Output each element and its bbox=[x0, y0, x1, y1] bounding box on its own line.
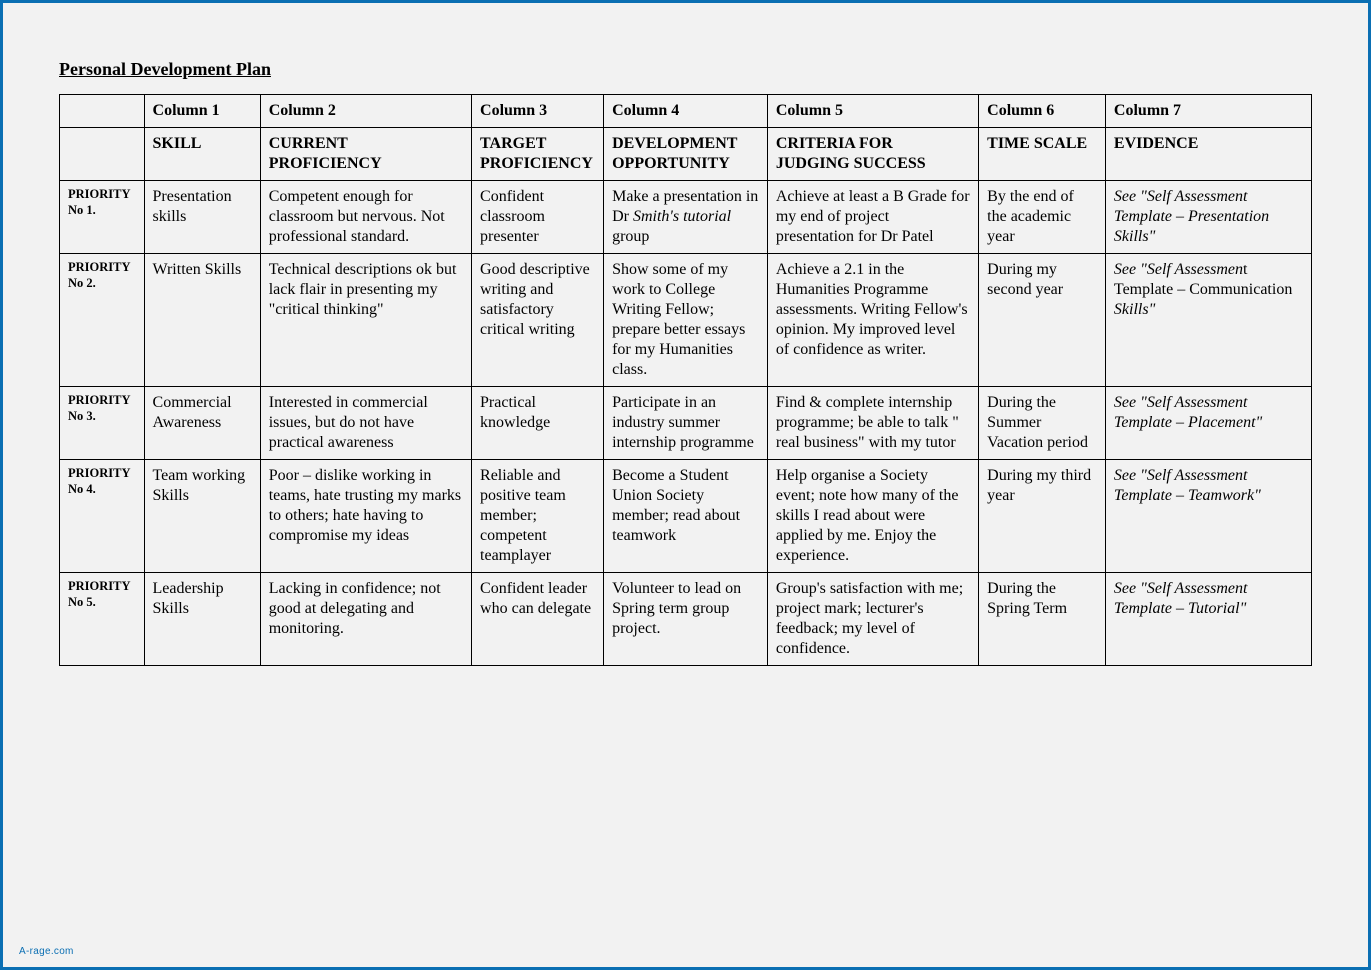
table-row: PRIORITY No 2.Written SkillsTechnical de… bbox=[60, 254, 1312, 387]
timescale-cell: During my third year bbox=[979, 460, 1106, 573]
evidence-cell: See "Self Assessment Template – Presenta… bbox=[1105, 181, 1311, 254]
current-proficiency-cell: Competent enough for classroom but nervo… bbox=[260, 181, 471, 254]
priority-label: PRIORITY No 1. bbox=[60, 181, 145, 254]
col-2: Column 2 bbox=[260, 95, 471, 128]
target-proficiency-cell: Confident classroom presenter bbox=[472, 181, 604, 254]
skill-cell: Leadership Skills bbox=[144, 573, 260, 666]
opportunity-cell: Become a Student Union Society member; r… bbox=[604, 460, 768, 573]
criteria-cell: Help organise a Society event; note how … bbox=[767, 460, 978, 573]
hdr-blank bbox=[60, 128, 145, 181]
criteria-cell: Group's satisfaction with me; project ma… bbox=[767, 573, 978, 666]
table-row: PRIORITY No 1.Presentation skillsCompete… bbox=[60, 181, 1312, 254]
hdr-skill: SKILL bbox=[144, 128, 260, 181]
col-6: Column 6 bbox=[979, 95, 1106, 128]
opportunity-cell: Show some of my work to College Writing … bbox=[604, 254, 768, 387]
col-4: Column 4 bbox=[604, 95, 768, 128]
evidence-cell: See "Self Assessment Template – Communic… bbox=[1105, 254, 1311, 387]
col-7: Column 7 bbox=[1105, 95, 1311, 128]
table-row: PRIORITY No 4.Team working SkillsPoor – … bbox=[60, 460, 1312, 573]
table-row: PRIORITY No 3.Commercial AwarenessIntere… bbox=[60, 387, 1312, 460]
criteria-cell: Achieve at least a B Grade for my end of… bbox=[767, 181, 978, 254]
evidence-cell: See "Self Assessment Template – Teamwork… bbox=[1105, 460, 1311, 573]
table-header: Column 1 Column 2 Column 3 Column 4 Colu… bbox=[60, 95, 1312, 181]
target-proficiency-cell: Good descriptive writing and satisfactor… bbox=[472, 254, 604, 387]
table-body: PRIORITY No 1.Presentation skillsCompete… bbox=[60, 181, 1312, 666]
evidence-cell: See "Self Assessment Template – Tutorial… bbox=[1105, 573, 1311, 666]
table-row: PRIORITY No 5.Leadership SkillsLacking i… bbox=[60, 573, 1312, 666]
hdr-criteria: CRITERIA FOR JUDGING SUCCESS bbox=[767, 128, 978, 181]
skill-cell: Commercial Awareness bbox=[144, 387, 260, 460]
priority-label: PRIORITY No 4. bbox=[60, 460, 145, 573]
timescale-cell: During the Spring Term bbox=[979, 573, 1106, 666]
hdr-evidence: EVIDENCE bbox=[1105, 128, 1311, 181]
category-header-row: SKILL CURRENT PROFICIENCY TARGET PROFICI… bbox=[60, 128, 1312, 181]
columns-label-row: Column 1 Column 2 Column 3 Column 4 Colu… bbox=[60, 95, 1312, 128]
criteria-cell: Achieve a 2.1 in the Humanities Programm… bbox=[767, 254, 978, 387]
skill-cell: Presentation skills bbox=[144, 181, 260, 254]
source-credit: A-rage.com bbox=[19, 946, 74, 957]
target-proficiency-cell: Practical knowledge bbox=[472, 387, 604, 460]
current-proficiency-cell: Interested in commercial issues, but do … bbox=[260, 387, 471, 460]
col-1: Column 1 bbox=[144, 95, 260, 128]
skill-cell: Written Skills bbox=[144, 254, 260, 387]
skill-cell: Team working Skills bbox=[144, 460, 260, 573]
opportunity-cell: Make a presentation in Dr Smith's tutori… bbox=[604, 181, 768, 254]
col-blank bbox=[60, 95, 145, 128]
document-page: Personal Development Plan Column 1 Colum… bbox=[3, 3, 1368, 666]
target-proficiency-cell: Confident leader who can delegate bbox=[472, 573, 604, 666]
opportunity-cell: Participate in an industry summer intern… bbox=[604, 387, 768, 460]
priority-label: PRIORITY No 5. bbox=[60, 573, 145, 666]
timescale-cell: By the end of the academic year bbox=[979, 181, 1106, 254]
priority-label: PRIORITY No 3. bbox=[60, 387, 145, 460]
timescale-cell: During my second year bbox=[979, 254, 1106, 387]
page-title: Personal Development Plan bbox=[59, 59, 1312, 80]
priority-label: PRIORITY No 2. bbox=[60, 254, 145, 387]
current-proficiency-cell: Poor – dislike working in teams, hate tr… bbox=[260, 460, 471, 573]
timescale-cell: During the Summer Vacation period bbox=[979, 387, 1106, 460]
criteria-cell: Find & complete internship programme; be… bbox=[767, 387, 978, 460]
hdr-current: CURRENT PROFICIENCY bbox=[260, 128, 471, 181]
hdr-opportunity: DEVELOPMENT OPPORTUNITY bbox=[604, 128, 768, 181]
evidence-cell: See "Self Assessment Template – Placemen… bbox=[1105, 387, 1311, 460]
col-5: Column 5 bbox=[767, 95, 978, 128]
opportunity-cell: Volunteer to lead on Spring term group p… bbox=[604, 573, 768, 666]
hdr-timescale: TIME SCALE bbox=[979, 128, 1106, 181]
current-proficiency-cell: Technical descriptions ok but lack flair… bbox=[260, 254, 471, 387]
hdr-target: TARGET PROFICIENCY bbox=[472, 128, 604, 181]
development-plan-table: Column 1 Column 2 Column 3 Column 4 Colu… bbox=[59, 94, 1312, 666]
current-proficiency-cell: Lacking in confidence; not good at deleg… bbox=[260, 573, 471, 666]
col-3: Column 3 bbox=[472, 95, 604, 128]
target-proficiency-cell: Reliable and positive team member; compe… bbox=[472, 460, 604, 573]
